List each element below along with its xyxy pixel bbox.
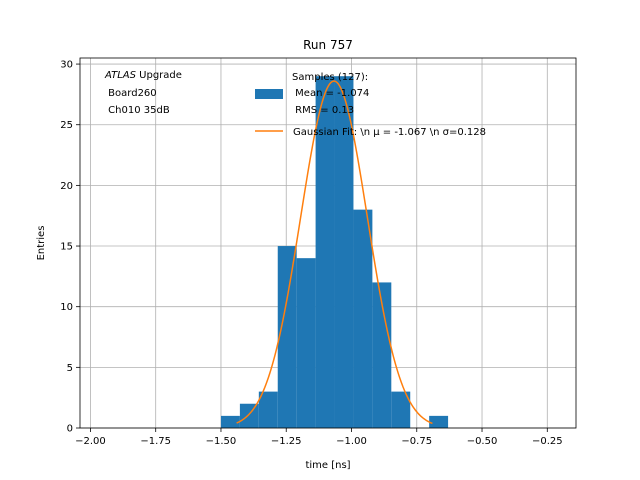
- y-tick-label-0: 0: [67, 424, 73, 435]
- atlas-word: ATLAS: [104, 70, 137, 81]
- y-tick-label-5: 25: [60, 120, 73, 131]
- histogram-bar-8: [372, 282, 392, 428]
- histogram-bar-7: [353, 209, 373, 428]
- histogram-bar-11: [429, 415, 449, 428]
- histogram-bar-1: [239, 403, 259, 428]
- y-tick-label-6: 30: [60, 60, 73, 71]
- legend: Samples (127): Mean = -1.074 RMS = 0.13 …: [255, 72, 486, 138]
- histogram-bar-6: [334, 76, 354, 429]
- upgrade-word: Upgrade: [136, 70, 182, 81]
- histogram-bar-4: [296, 258, 316, 428]
- histogram-bars: [220, 76, 449, 429]
- x-tick-label-3: −1.25: [271, 436, 302, 447]
- board-label: Board260: [105, 88, 157, 99]
- y-axis-label: Entries: [36, 226, 47, 261]
- x-axis-label: time [ns]: [305, 460, 350, 471]
- chart-title: Run 757: [303, 38, 353, 52]
- x-tick-label-0: −2.00: [75, 436, 106, 447]
- gaussian-fit-curve: [236, 80, 433, 425]
- atlas-label: ATLAS Upgrade: [104, 70, 182, 81]
- histogram-bar-0: [220, 415, 240, 428]
- y-axis-ticks: 0 5 10 15 20 25 30: [60, 60, 80, 435]
- histogram-bar-2: [258, 391, 278, 428]
- x-tick-label-5: −0.75: [401, 436, 432, 447]
- legend-patch-samples: [255, 89, 283, 99]
- legend-samples-line1: Samples (127):: [292, 72, 368, 83]
- y-tick-label-4: 20: [60, 181, 73, 192]
- channel-label: Ch010 35dB: [105, 105, 170, 116]
- histogram-bar-9: [391, 391, 411, 428]
- histogram-bar-3: [277, 246, 297, 428]
- x-tick-label-6: −0.50: [467, 436, 498, 447]
- y-tick-label-3: 15: [60, 242, 73, 253]
- histogram-bar-5: [315, 76, 335, 429]
- y-tick-label-1: 5: [67, 363, 73, 374]
- x-tick-label-7: −0.25: [532, 436, 563, 447]
- x-tick-label-1: −1.75: [140, 436, 171, 447]
- atlas-annotation: ATLAS Upgrade Board260 Ch010 35dB: [104, 70, 182, 116]
- legend-gaussian-label: Gaussian Fit: \n μ = -1.067 \n σ=0.128: [293, 127, 486, 138]
- legend-samples-line3: RMS = 0.13: [292, 105, 354, 116]
- x-tick-label-2: −1.50: [206, 436, 237, 447]
- y-tick-label-2: 10: [60, 302, 73, 313]
- legend-samples-line2: Mean = -1.074: [292, 88, 369, 99]
- x-axis-ticks: −2.00 −1.75 −1.50 −1.25 −1.00 −0.75 −0.50 −0.25: [75, 428, 563, 447]
- plot-frame: [79, 57, 577, 429]
- x-tick-label-4: −1.00: [336, 436, 367, 447]
